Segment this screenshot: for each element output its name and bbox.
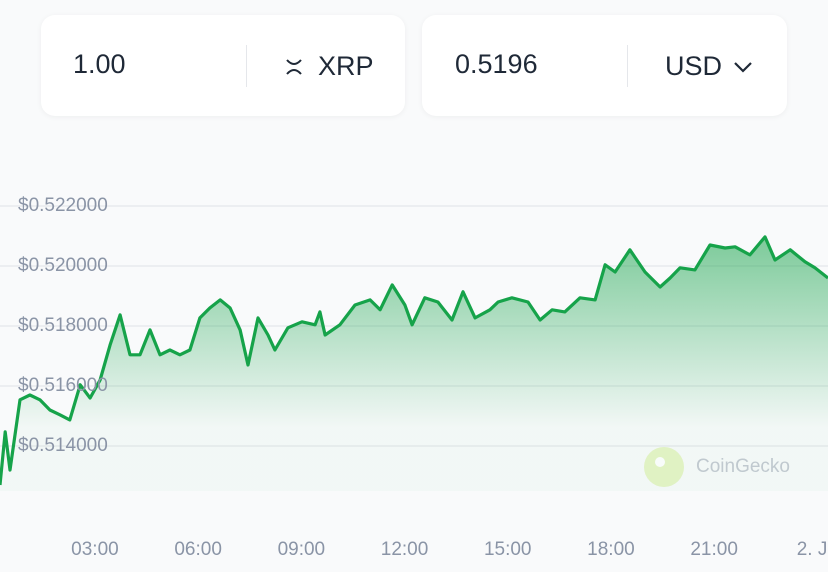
- to-amount[interactable]: 0.5196: [455, 49, 538, 79]
- y-tick-label: $0.516000: [18, 375, 108, 396]
- area: [0, 236, 828, 491]
- x-tick-label: 21:00: [690, 539, 738, 560]
- to-card[interactable]: 0.5196 USD: [422, 15, 787, 116]
- divider: [246, 45, 247, 87]
- y-tick-label: $0.514000: [18, 435, 108, 456]
- y-tick-label: $0.518000: [18, 315, 108, 336]
- x-tick-label: 2. Ju: [797, 539, 828, 560]
- line: [0, 235, 828, 486]
- x-tick-label: 15:00: [484, 539, 532, 560]
- to-currency[interactable]: USD: [665, 51, 723, 81]
- y-tick-label: $0.520000: [18, 255, 108, 276]
- from-currency[interactable]: XRP: [318, 51, 374, 81]
- x-tick-label: 03:00: [71, 539, 119, 560]
- y-tick-label: $0.522000: [18, 195, 108, 216]
- from-card[interactable]: 1.00 XRP: [41, 15, 405, 116]
- x-tick-label: 06:00: [174, 539, 222, 560]
- x-tick-label: 12:00: [381, 539, 429, 560]
- xrp-icon: [286, 59, 302, 75]
- x-tick-label: 09:00: [278, 539, 326, 560]
- chevron[interactable]: [733, 60, 753, 74]
- from-amount[interactable]: 1.00: [73, 49, 126, 79]
- x-tick-label: 18:00: [587, 539, 635, 560]
- divider: [627, 45, 628, 87]
